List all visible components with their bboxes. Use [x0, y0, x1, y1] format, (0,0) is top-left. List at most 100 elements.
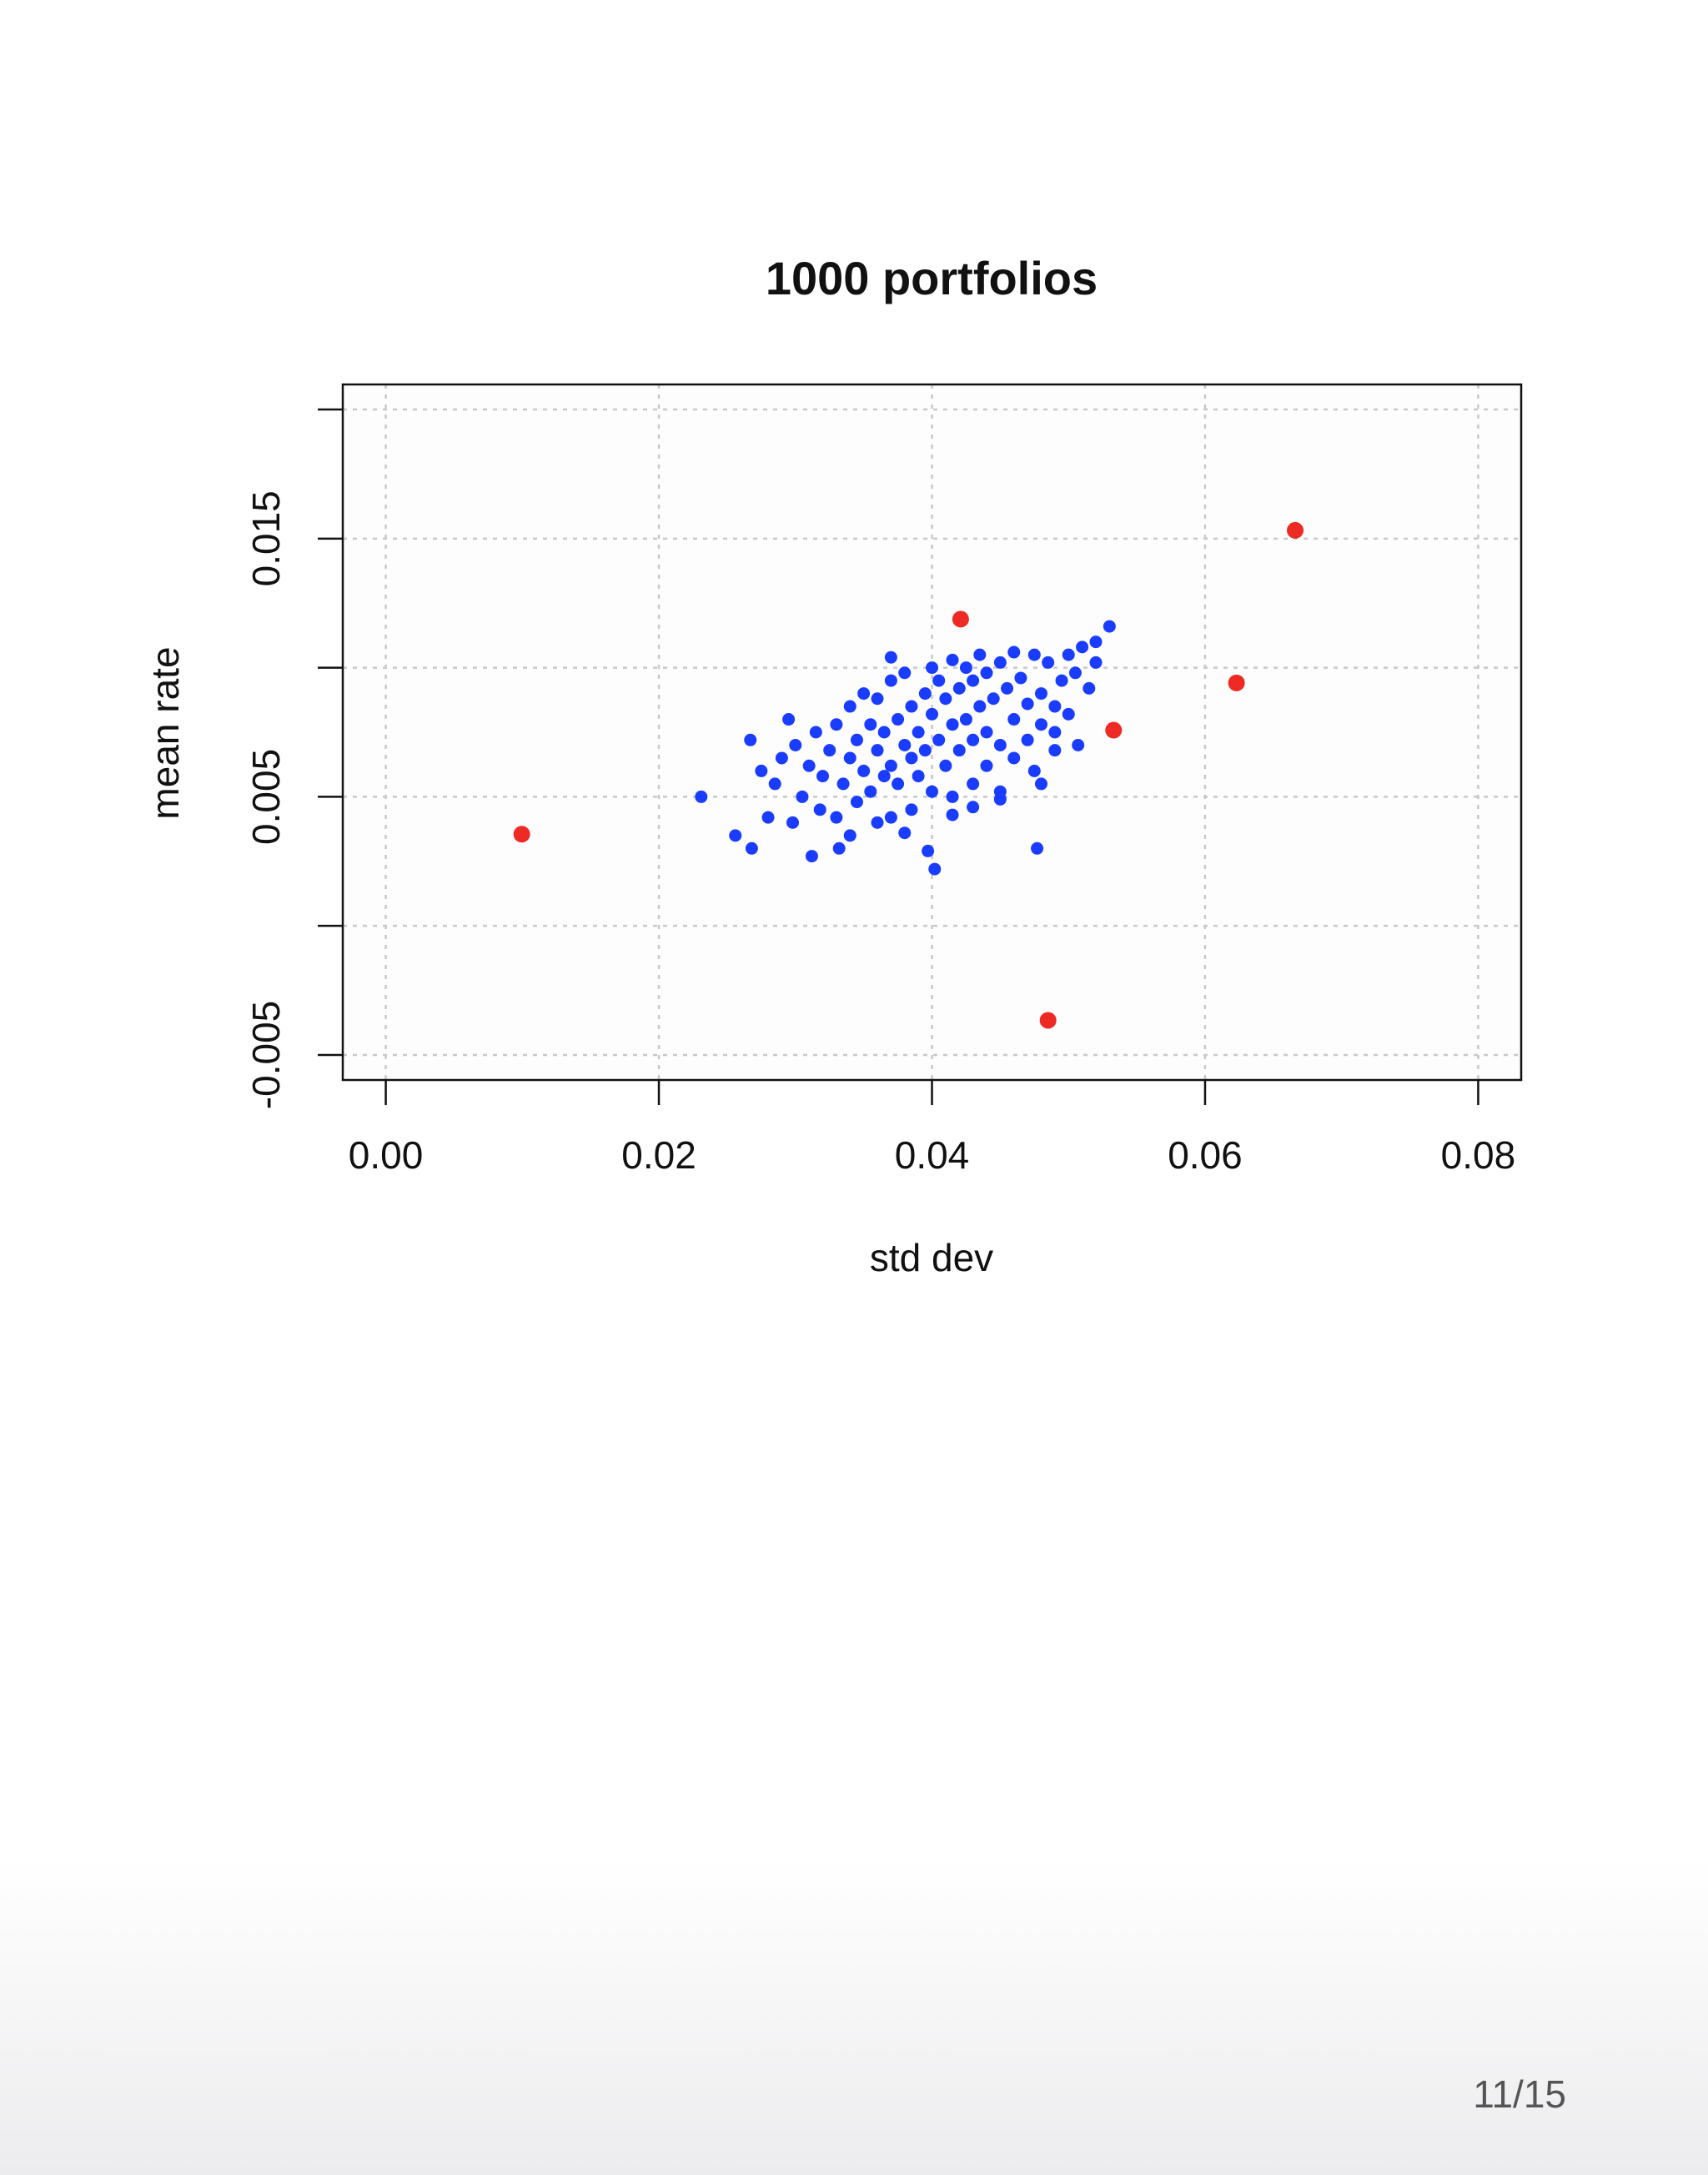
point	[1027, 648, 1041, 661]
point	[1089, 656, 1103, 669]
point	[871, 692, 884, 706]
point	[1062, 707, 1075, 721]
point	[884, 811, 897, 824]
point	[980, 759, 993, 772]
point	[1021, 733, 1034, 746]
point	[1048, 700, 1062, 713]
point	[830, 811, 843, 824]
point	[1007, 645, 1021, 659]
point	[877, 726, 891, 739]
point	[898, 738, 912, 751]
point	[946, 653, 959, 666]
point	[789, 738, 802, 751]
point	[1068, 666, 1082, 680]
x-tick-label: 0.02	[621, 1133, 696, 1177]
plot-frame	[341, 383, 1523, 1082]
point	[905, 803, 918, 816]
point	[745, 841, 758, 855]
point	[1007, 751, 1021, 765]
point	[871, 816, 884, 829]
point	[813, 803, 826, 816]
point	[928, 862, 942, 876]
point	[939, 759, 952, 772]
x-tick-label: 0.00	[349, 1133, 424, 1177]
point	[922, 844, 935, 857]
point	[884, 759, 897, 772]
point	[952, 681, 966, 695]
point	[993, 656, 1007, 669]
point	[802, 759, 816, 772]
point	[816, 770, 830, 783]
point	[884, 650, 897, 664]
x-axis-label: std dev	[870, 1236, 993, 1279]
point	[850, 733, 863, 746]
point	[1072, 738, 1085, 751]
point	[1048, 744, 1062, 757]
point	[513, 826, 530, 843]
point	[1034, 777, 1047, 791]
y-tick-label: 0.005	[244, 749, 288, 845]
point	[926, 785, 938, 798]
point	[898, 826, 912, 840]
point	[830, 718, 843, 731]
point	[926, 661, 938, 675]
point	[1027, 764, 1041, 777]
point	[805, 850, 818, 863]
point	[993, 738, 1007, 751]
point	[952, 744, 966, 757]
point	[761, 811, 775, 824]
point	[980, 666, 993, 680]
point	[973, 700, 987, 713]
point	[932, 674, 946, 687]
point	[729, 829, 742, 842]
point	[912, 726, 925, 739]
point	[768, 777, 781, 791]
point	[926, 707, 938, 721]
point	[973, 648, 987, 661]
point	[967, 674, 980, 687]
point	[857, 687, 871, 701]
point	[1031, 841, 1044, 855]
point	[843, 829, 857, 842]
y-tick-label: -0.005	[244, 1001, 288, 1109]
point	[775, 751, 788, 765]
point	[1103, 620, 1116, 633]
point	[1039, 1012, 1057, 1029]
point	[959, 661, 972, 675]
point	[1055, 674, 1068, 687]
point	[939, 692, 952, 706]
point	[871, 744, 884, 757]
point	[695, 790, 708, 803]
point	[884, 674, 897, 687]
point	[967, 733, 980, 746]
point	[946, 790, 959, 803]
point	[1014, 671, 1027, 685]
point	[1062, 648, 1075, 661]
point	[932, 733, 946, 746]
point	[832, 841, 846, 855]
page-indicator: 11/15	[1473, 2072, 1566, 2116]
point	[892, 777, 905, 791]
point	[755, 764, 768, 777]
point	[993, 792, 1007, 806]
point	[905, 700, 918, 713]
point	[1034, 718, 1047, 731]
point	[946, 808, 959, 821]
point	[796, 790, 809, 803]
chart-title: 1000 portfolios	[766, 252, 1098, 304]
point	[843, 751, 857, 765]
point	[857, 764, 871, 777]
point	[980, 726, 993, 739]
point	[1228, 674, 1245, 691]
point	[823, 744, 836, 757]
point	[1021, 697, 1034, 711]
point	[836, 777, 850, 791]
y-axis-label: mean rate	[143, 646, 187, 819]
point	[1048, 726, 1062, 739]
point	[1001, 681, 1014, 695]
point	[1007, 713, 1021, 726]
point	[864, 785, 877, 798]
point	[782, 713, 796, 726]
